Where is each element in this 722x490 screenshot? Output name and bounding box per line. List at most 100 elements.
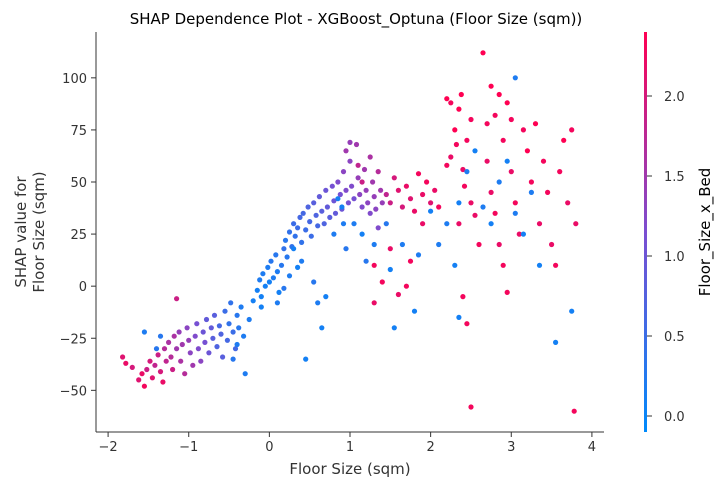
scatter-point bbox=[129, 364, 135, 370]
scatter-point bbox=[573, 221, 579, 227]
scatter-point bbox=[504, 158, 510, 164]
colorbar-label: Floor_Size_x_Bed bbox=[696, 168, 715, 297]
scatter-point bbox=[375, 225, 381, 231]
scatter-point bbox=[464, 169, 470, 175]
scatter-point bbox=[210, 335, 216, 341]
scatter-point bbox=[295, 264, 301, 270]
scatter-point bbox=[436, 241, 442, 248]
scatter-point bbox=[536, 262, 543, 268]
scatter-point bbox=[391, 175, 397, 181]
scatter-point bbox=[407, 196, 414, 202]
scatter-point bbox=[232, 346, 239, 352]
scatter-point bbox=[472, 148, 478, 154]
x-tick-label: 3 bbox=[507, 440, 515, 455]
scatter-point bbox=[349, 183, 355, 189]
scatter-point bbox=[536, 221, 543, 227]
scatter-point bbox=[359, 231, 365, 237]
scatter-point bbox=[179, 341, 185, 348]
scatter-point bbox=[528, 179, 535, 185]
scatter-point bbox=[365, 200, 371, 206]
scatter-point bbox=[512, 200, 518, 206]
scatter-point bbox=[203, 316, 210, 323]
colorbar-tick-label: 0.5 bbox=[664, 330, 685, 345]
y-tick-label: 0 bbox=[79, 280, 87, 295]
scatter-point bbox=[305, 204, 311, 210]
scatter-point bbox=[571, 408, 577, 414]
chart-title: SHAP Dependence Plot - XGBoost_Optuna (F… bbox=[130, 10, 583, 29]
scatter-point bbox=[355, 175, 361, 181]
scatter-point bbox=[319, 325, 325, 331]
scatter-point bbox=[448, 154, 454, 160]
x-ticks: −2 −1 0 1 2 3 4 bbox=[99, 432, 596, 455]
scatter-point bbox=[182, 371, 188, 377]
scatter-point bbox=[270, 275, 276, 281]
scatter-point bbox=[448, 100, 454, 106]
scatter-point bbox=[224, 337, 230, 343]
scatter-point bbox=[147, 358, 153, 364]
scatter-point bbox=[565, 200, 571, 206]
scatter-point bbox=[391, 325, 397, 331]
scatter-point bbox=[176, 329, 182, 335]
scatter-point bbox=[460, 166, 466, 173]
scatter-point bbox=[468, 200, 474, 206]
scatter-point bbox=[379, 200, 385, 206]
scatter-point bbox=[379, 279, 385, 285]
scatter-point bbox=[460, 294, 466, 300]
scatter-point bbox=[359, 204, 365, 210]
scatter-point bbox=[295, 225, 301, 231]
scatter-point bbox=[500, 262, 506, 268]
scatter-point bbox=[332, 210, 339, 216]
scatter-point bbox=[266, 279, 272, 285]
scatter-point bbox=[153, 346, 160, 352]
scatter-point bbox=[214, 344, 220, 350]
x-tick-label: 4 bbox=[588, 440, 596, 455]
scatter-point bbox=[184, 325, 190, 331]
scatter-point bbox=[370, 179, 376, 185]
scatter-point bbox=[353, 141, 360, 148]
scatter-point bbox=[540, 158, 547, 164]
scatter-point bbox=[520, 231, 527, 237]
x-tick-label: 1 bbox=[346, 440, 354, 455]
scatter-point bbox=[323, 187, 329, 193]
scatter-point bbox=[343, 187, 349, 193]
scatter-point bbox=[532, 121, 539, 127]
scatter-point bbox=[371, 241, 377, 248]
scatter-point bbox=[520, 127, 527, 133]
scatter-point bbox=[335, 196, 341, 202]
scatter-point bbox=[324, 204, 330, 210]
scatter-point bbox=[553, 262, 559, 268]
scatter-point bbox=[246, 316, 252, 323]
scatter-point bbox=[468, 404, 474, 410]
scatter-point bbox=[218, 331, 224, 337]
scatter-point bbox=[230, 356, 236, 362]
scatter-point bbox=[456, 221, 462, 227]
scatter-point bbox=[424, 179, 430, 185]
scatter-point bbox=[220, 354, 226, 360]
scatter-point bbox=[373, 206, 379, 212]
scatter-point bbox=[453, 141, 459, 148]
scatter-point bbox=[262, 283, 268, 289]
scatter-point bbox=[456, 314, 462, 320]
scatter-point bbox=[492, 112, 498, 118]
scatter-point bbox=[415, 171, 422, 177]
scatter-point bbox=[163, 358, 169, 364]
scatter-point bbox=[198, 358, 204, 364]
scatter-point bbox=[323, 294, 329, 300]
scatter-point bbox=[461, 183, 468, 189]
scatter-point bbox=[276, 289, 282, 295]
scatter-point bbox=[186, 337, 192, 343]
colorbar-tick-label: 1.5 bbox=[664, 170, 685, 185]
scatter-point bbox=[238, 304, 244, 310]
scatter-point bbox=[168, 354, 174, 360]
scatter-point bbox=[367, 154, 373, 160]
scatter-point bbox=[458, 91, 464, 98]
scatter-point bbox=[160, 379, 166, 385]
scatter-point bbox=[139, 371, 145, 377]
scatter-point bbox=[484, 158, 490, 164]
y-tick-label: 75 bbox=[70, 124, 87, 139]
scatter-point bbox=[300, 210, 306, 216]
scatter-point bbox=[157, 333, 164, 339]
scatter-point bbox=[452, 262, 458, 268]
scatter-point bbox=[331, 198, 337, 204]
scatter-point bbox=[428, 208, 434, 214]
